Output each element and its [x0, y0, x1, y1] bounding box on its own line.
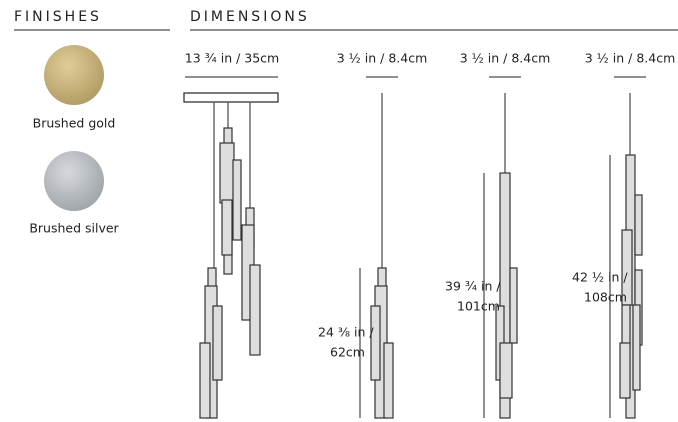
rod — [383, 342, 394, 419]
silver-swatch — [44, 151, 104, 211]
rod — [199, 342, 211, 419]
rod — [632, 304, 641, 391]
canopy — [183, 92, 279, 103]
rod — [634, 194, 643, 256]
rod — [509, 267, 518, 344]
rod — [377, 267, 387, 289]
width-label: 13 ¾ in / 35cm — [185, 51, 279, 66]
width-label: 3 ½ in / 8.4cm — [337, 51, 428, 66]
width-label: 3 ½ in / 8.4cm — [585, 51, 676, 66]
height-label: 42 ½ in / — [572, 270, 628, 285]
rod — [219, 142, 235, 204]
rod — [212, 305, 223, 381]
height-label: 62cm — [330, 345, 365, 360]
rod — [499, 342, 513, 399]
dimensions-title: DIMENSIONS — [190, 9, 310, 25]
height-label: 108cm — [584, 290, 627, 305]
rod — [207, 267, 217, 289]
rod — [619, 342, 631, 399]
rod — [621, 304, 631, 346]
rod — [232, 159, 242, 241]
gold-swatch — [44, 45, 104, 105]
finishes-title: FINISHES — [14, 9, 102, 25]
rod — [249, 264, 261, 356]
rod — [221, 199, 233, 256]
finish-label: Brushed silver — [29, 221, 119, 236]
height-label: 39 ¾ in / — [445, 279, 501, 294]
width-label: 3 ½ in / 8.4cm — [460, 51, 551, 66]
finish-label: Brushed gold — [33, 116, 116, 131]
height-label: 101cm — [457, 299, 500, 314]
height-label: 24 ⅜ in / — [318, 325, 374, 340]
rod — [370, 305, 381, 381]
